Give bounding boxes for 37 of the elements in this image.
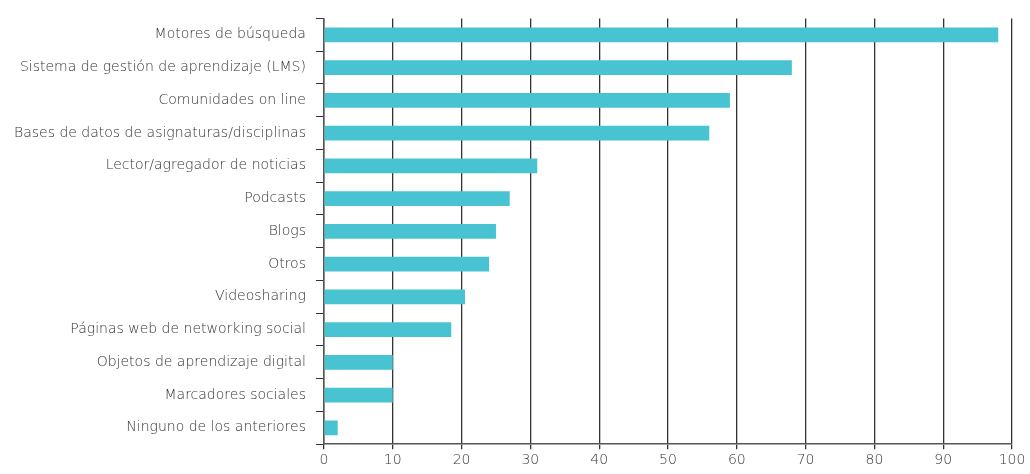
y-tick-label: Bases de datos de asignaturas/disciplinas	[13, 123, 306, 140]
bar	[324, 256, 490, 272]
x-tick-label: 30	[521, 451, 540, 468]
bar	[324, 92, 730, 108]
y-tick-label: Páginas web de networking social	[70, 320, 306, 337]
y-tick-label: Otros	[268, 254, 306, 271]
x-tick-label: 10	[383, 451, 402, 468]
y-tick-label: Sistema de gestión de aprendizaje (LMS)	[19, 58, 306, 75]
y-tick-label: Marcadores sociales	[164, 385, 306, 402]
y-tick-label: Motores de búsqueda	[154, 25, 306, 42]
bar	[324, 289, 466, 305]
bar	[324, 387, 393, 403]
x-tick-label: 60	[727, 451, 746, 468]
bar	[324, 420, 338, 436]
y-tick-label: Lector/agregador de noticias	[105, 156, 306, 173]
x-tick-label: 100	[998, 451, 1026, 468]
x-tick-label: 0	[319, 451, 329, 468]
y-tick-label: Videosharing	[215, 287, 306, 304]
y-tick-label: Blogs	[268, 221, 306, 238]
x-tick-label: 20	[452, 451, 471, 468]
x-tick-label: 40	[590, 451, 609, 468]
x-tick-label: 70	[796, 451, 815, 468]
x-tick-label: 90	[934, 451, 953, 468]
x-tick-label: 50	[659, 451, 677, 468]
bar	[324, 223, 496, 239]
y-tick-label: Ninguno de los anteriores	[126, 418, 306, 435]
bar	[324, 158, 538, 174]
bar	[324, 60, 792, 75]
bar	[324, 125, 710, 141]
bar	[324, 354, 393, 370]
y-tick-label: Podcasts	[244, 189, 306, 206]
y-tick-label: Objetos de aprendizaje digital	[96, 352, 306, 369]
bar	[324, 27, 999, 43]
y-tick-label: Comunidades on line	[158, 90, 306, 107]
x-tick-label: 80	[865, 451, 884, 468]
bar	[324, 322, 452, 337]
bar	[324, 191, 510, 206]
